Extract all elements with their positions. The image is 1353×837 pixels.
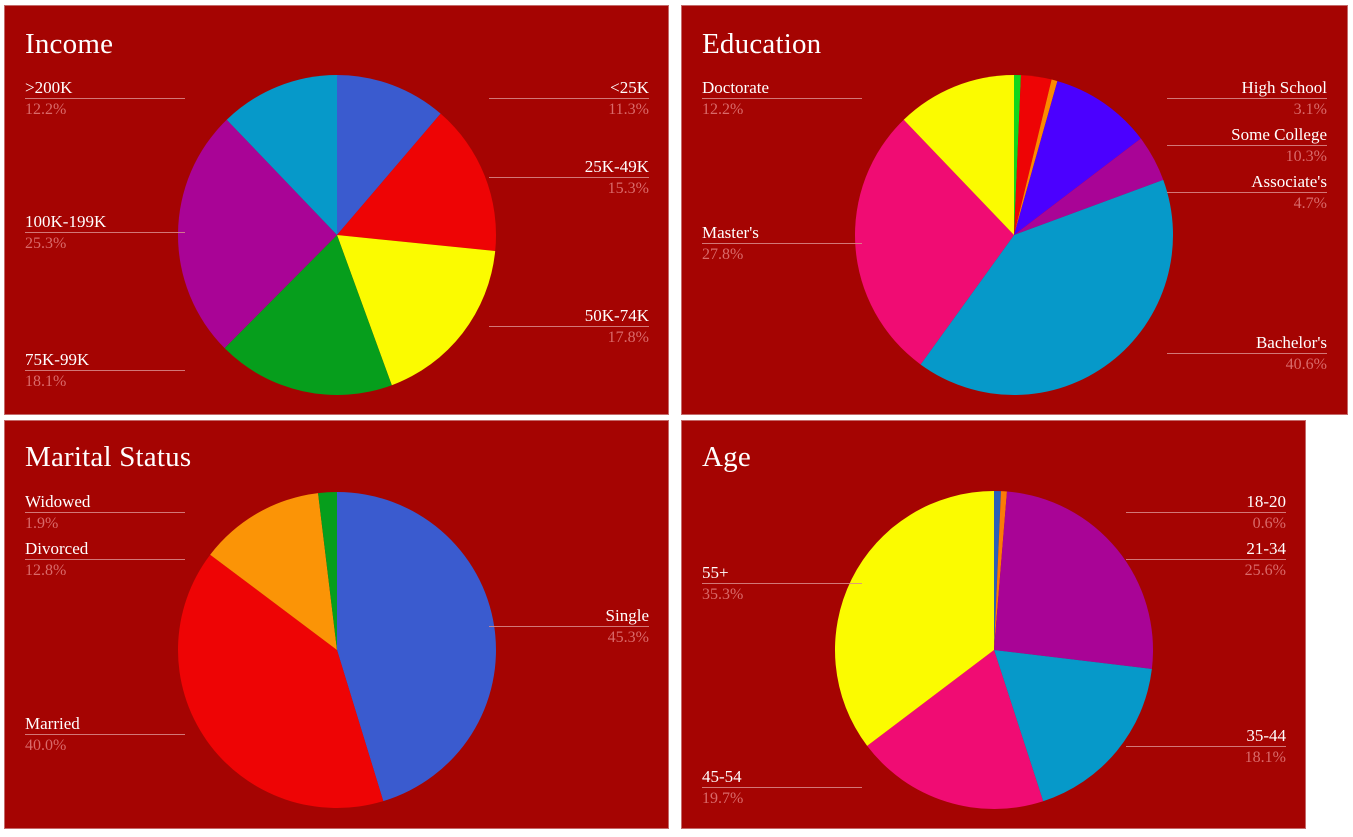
label-55-plus: 55+ 35.3% [702, 563, 862, 606]
income-chart-panel: Income >200K 12.2% <25K 11.3% 25K-49K 15… [4, 5, 669, 415]
marital-status-pie [178, 492, 496, 808]
pie-slice [1014, 138, 1164, 235]
pie-slice [337, 75, 441, 235]
pie-slice [1014, 81, 1141, 235]
pie-slice [226, 75, 337, 235]
label-divorced: Divorced 12.8% [25, 539, 185, 582]
chart-title: Age [702, 441, 751, 473]
label-widowed: Widowed 1.9% [25, 492, 185, 535]
age-chart-panel: Age 18-20 0.6% 21-34 25.6% 55+ 35.3% 35-… [681, 420, 1306, 829]
age-pie [834, 490, 1154, 810]
leader-line [25, 734, 185, 735]
chart-title: Education [702, 28, 822, 60]
pie-slice [337, 492, 496, 802]
pie-slice [920, 179, 1173, 395]
leader-line [1167, 192, 1327, 193]
pie-slice [1014, 79, 1058, 235]
pie-slice [994, 650, 1152, 802]
pie-slice [1014, 74, 1021, 235]
label-50k-74k: 50K-74K 17.8% [489, 306, 649, 349]
pie-slice [318, 492, 337, 650]
leader-line [25, 232, 185, 233]
label-doctorate: Doctorate 12.2% [702, 78, 862, 121]
income-pie [177, 75, 497, 396]
leader-line [25, 370, 185, 371]
pie-slice [337, 113, 497, 252]
pie-slice [994, 491, 1154, 669]
leader-line [1126, 512, 1286, 513]
label-25k-49k: 25K-49K 15.3% [489, 157, 649, 200]
pie-slice [903, 75, 1014, 235]
pie-slice [337, 235, 496, 386]
leader-line [702, 98, 862, 99]
marital-status-chart-panel: Marital Status Widowed 1.9% Divorced 12.… [4, 420, 669, 829]
leader-line [25, 512, 185, 513]
label-over-200k: >200K 12.2% [25, 78, 185, 121]
leader-line [1126, 559, 1286, 560]
leader-line [702, 583, 862, 584]
leader-line [1167, 353, 1327, 354]
leader-line [1167, 98, 1327, 99]
pie-slice [855, 119, 1014, 365]
label-associates: Associate's 4.7% [1167, 172, 1327, 215]
pie-slice [867, 650, 1044, 810]
label-bachelors: Bachelor's 40.6% [1167, 333, 1327, 376]
pie-slice [210, 493, 337, 650]
leader-line [702, 243, 862, 244]
pie-slice [177, 119, 337, 349]
label-masters: Master's 27.8% [702, 223, 862, 266]
leader-line [489, 326, 649, 327]
pie-slice [994, 491, 1007, 650]
label-100k-199k: 100K-199K 25.3% [25, 212, 185, 255]
label-75k-99k: 75K-99K 18.1% [25, 350, 185, 393]
label-45-54: 45-54 19.7% [702, 767, 862, 810]
education-chart-panel: Education Doctorate 12.2% High School 3.… [681, 5, 1348, 415]
leader-line [25, 559, 185, 560]
pie-slice [1014, 75, 1052, 236]
chart-title: Marital Status [25, 441, 192, 473]
pie-slice [224, 235, 392, 396]
leader-line [489, 98, 649, 99]
label-some-college: Some College 10.3% [1167, 125, 1327, 168]
label-35-44: 35-44 18.1% [1126, 726, 1286, 769]
education-pie [855, 74, 1173, 395]
label-18-20: 18-20 0.6% [1126, 492, 1286, 535]
label-married: Married 40.0% [25, 714, 185, 757]
leader-line [1167, 145, 1327, 146]
leader-line [1126, 746, 1286, 747]
label-under-25k: <25K 11.3% [489, 78, 649, 121]
label-single: Single 45.3% [489, 606, 649, 649]
pie-slice [834, 491, 994, 746]
leader-line [489, 626, 649, 627]
chart-title: Income [25, 28, 114, 60]
leader-line [702, 787, 862, 788]
pie-slice [994, 490, 1001, 650]
leader-line [489, 177, 649, 178]
pie-slice [178, 554, 384, 808]
leader-line [25, 98, 185, 99]
label-21-34: 21-34 25.6% [1126, 539, 1286, 582]
label-high-school: High School 3.1% [1167, 78, 1327, 121]
